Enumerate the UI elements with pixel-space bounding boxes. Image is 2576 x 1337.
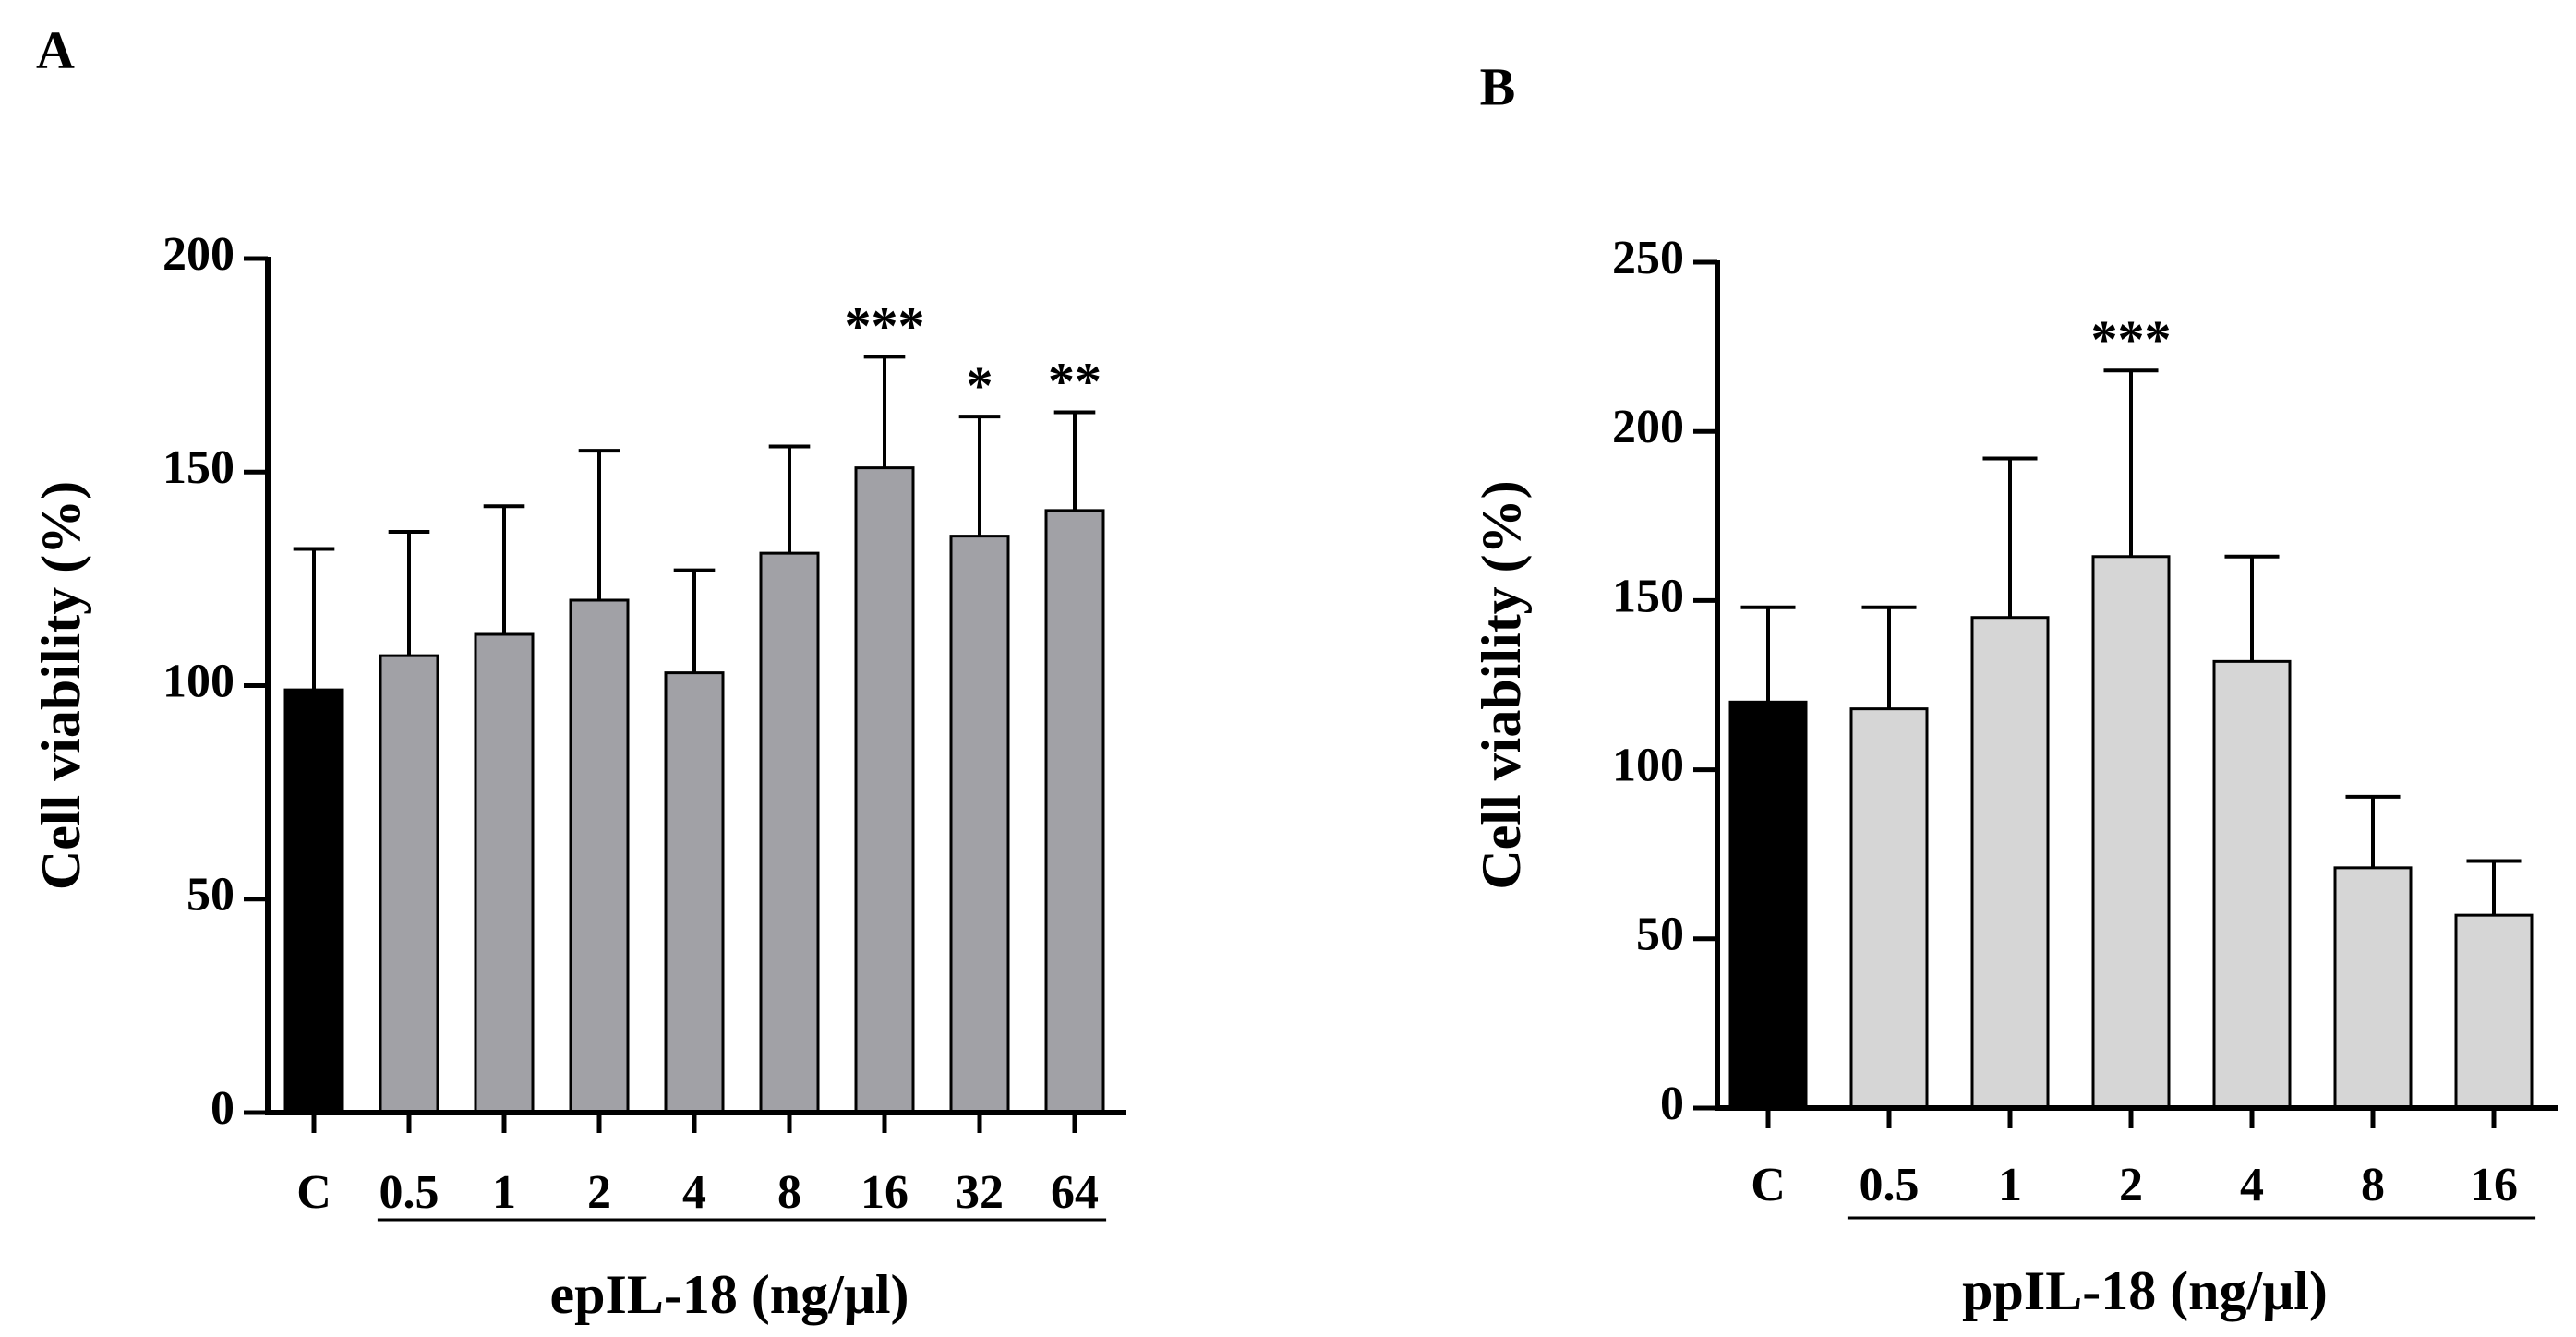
panel-b-x-tick-label: 16 xyxy=(2470,1159,2518,1211)
panel-b-bar xyxy=(2212,659,2292,1110)
panel-a-y-tick-label: 150 xyxy=(163,441,235,494)
panel-a-x-tick-label: 2 xyxy=(587,1166,611,1219)
panel-a-x-tick-label: 0.5 xyxy=(379,1166,439,1219)
panel-a-x-tick-label: 8 xyxy=(777,1166,801,1219)
panel-a-significance-label: * xyxy=(967,355,993,416)
panel-a-bar xyxy=(854,466,915,1114)
panel-b-bar xyxy=(2333,866,2413,1110)
panel-b-x-tick-label: 2 xyxy=(2119,1159,2143,1211)
panel-b-y-tick-label: 200 xyxy=(1612,401,1684,453)
panel-b-x-tick-label: 4 xyxy=(2240,1159,2264,1211)
panel-a-bar xyxy=(283,688,344,1114)
panel-b-bar xyxy=(1970,616,2050,1110)
panel-a-x-tick-label: C xyxy=(296,1166,331,1219)
panel-a-x-tick-label: 32 xyxy=(956,1166,1004,1219)
panel-a-bar xyxy=(474,632,535,1114)
panel-b-y-tick-label: 0 xyxy=(1660,1078,1684,1130)
panel-b-x-tick-label: C xyxy=(1751,1159,1786,1211)
panel-a-x-tick-label: 4 xyxy=(682,1166,706,1219)
panel-b-x-tick-label: 8 xyxy=(2361,1159,2385,1211)
panel-a-bar xyxy=(759,551,820,1114)
panel-a-bar xyxy=(379,654,439,1114)
panel-a-significance-label: *** xyxy=(845,295,925,355)
panel-b-y-tick-label: 250 xyxy=(1612,232,1684,284)
panel-b-x-tick-label: 0.5 xyxy=(1860,1159,1920,1211)
panel-b-chart: B C 0.5 1 2 *** 4 8 16 0 50 100 150 200 250 Cell viabil… xyxy=(1471,56,2558,1321)
panel-a-x-tick-label: 64 xyxy=(1051,1166,1099,1219)
panel-b-significance-label: *** xyxy=(2091,309,2172,369)
panel-b-y-tick-label: 150 xyxy=(1612,570,1684,622)
panel-a-x-tick-label: 1 xyxy=(492,1166,516,1219)
panel-b-y-axis-title: Cell viability (%) xyxy=(1471,480,1532,889)
panel-a-bar xyxy=(569,598,630,1114)
panel-a-y-axis-title: Cell viability (%) xyxy=(30,481,91,890)
panel-a-y-tick-label: 200 xyxy=(163,228,235,281)
panel-a-y-tick-label: 0 xyxy=(211,1082,235,1135)
panel-a-y-tick-label: 50 xyxy=(187,869,235,921)
panel-b-bar xyxy=(2454,913,2534,1110)
panel-b-x-tick-label: 1 xyxy=(1998,1159,2022,1211)
panel-a-significance-label: ** xyxy=(1048,352,1101,412)
panel-b-bar xyxy=(1849,707,1929,1110)
panel-b-y-tick-label: 50 xyxy=(1636,909,1684,961)
panel-a-bar xyxy=(664,671,725,1114)
panel-a-x-tick-label: 16 xyxy=(861,1166,909,1219)
panel-a-bar xyxy=(1044,509,1105,1114)
panel-b-bar xyxy=(2091,555,2171,1110)
panel-a-label: A xyxy=(36,19,75,79)
panel-b-label: B xyxy=(1480,56,1516,116)
panel-a-x-axis-title: epIL-18 (ng/μl) xyxy=(549,1264,909,1325)
panel-a-bar xyxy=(949,535,1010,1114)
panel-b-x-axis-title: ppIL-18 (ng/μl) xyxy=(1962,1260,2328,1321)
panel-b-y-tick-label: 100 xyxy=(1612,740,1684,792)
panel-a-chart: A C 0.5 1 2 4 8 16 *** 32 * 64 ** 0 50 100 150 200 Cell vi… xyxy=(30,19,1126,1325)
panel-a-y-tick-label: 100 xyxy=(163,655,235,707)
panel-b-bar xyxy=(1728,700,1808,1110)
